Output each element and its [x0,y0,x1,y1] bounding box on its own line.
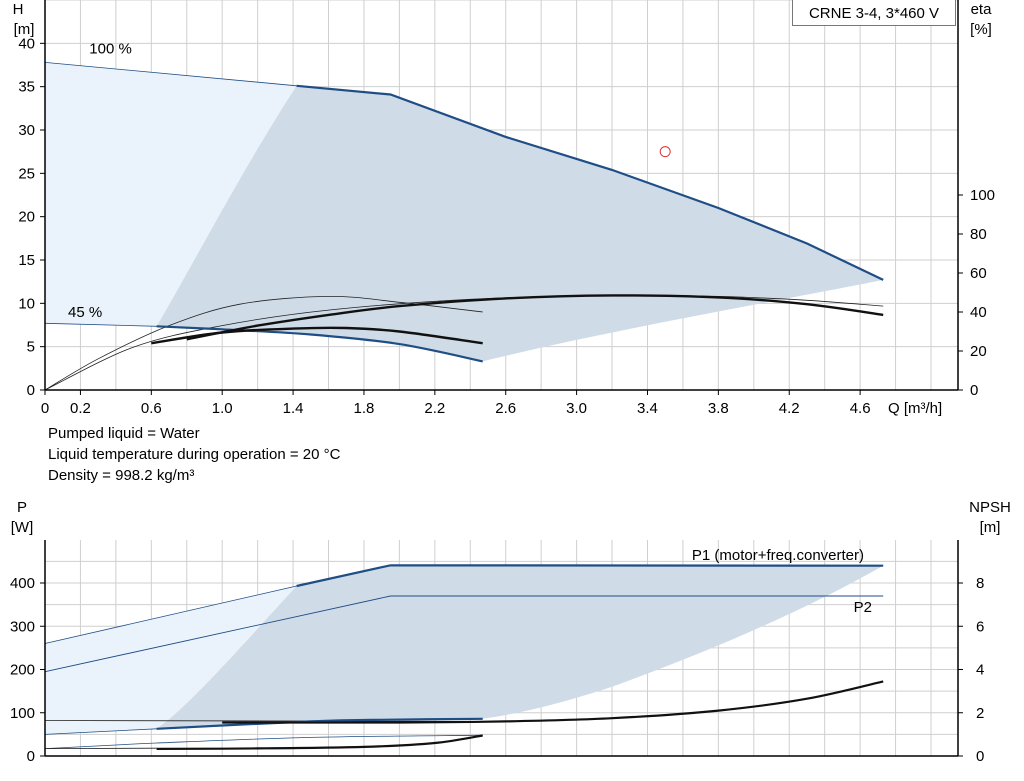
y2-tick-label: 6 [976,618,984,635]
y2-tick-label: 100 [970,187,995,204]
note-density: Density = 998.2 kg/m³ [48,467,195,484]
curve-head-100 [296,84,884,281]
y-axis-label-left-line2: [m] [14,21,35,38]
curve-eta-thin-a [44,295,483,391]
curve-p2-45 [44,734,483,749]
y-tick-label: 300 [10,618,35,635]
y-tick-label: 0 [27,748,35,765]
y-tick-label: 5 [27,339,35,356]
curve-npsh-100 [222,680,884,724]
curve-h45-thin [44,322,157,327]
curve-p1-thin [44,585,297,644]
y-tick-label: 200 [10,662,35,679]
y-axis-label-right-line1: eta [971,1,993,18]
y-axis-label-right-line2: [%] [970,21,992,38]
curve-p1-45-thin [44,728,157,735]
y-axis-label-left-line2: [W] [11,519,34,536]
upper-curves [44,62,884,391]
operating-envelope [156,565,884,729]
chart-title-box: CRNE 3-4, 3*460 V [792,0,956,26]
y2-tick-label: 40 [970,304,987,321]
curve-p1-45 [156,717,483,730]
lower-curves [44,564,884,750]
y-tick-label: 25 [18,165,35,182]
x-tick-label: 4.6 [850,400,871,417]
upper-axes: 0 5 10 15 20 25 30 35 40 0 20 40 60 80 100 0 0.2 0.6 1.0 1.… [13,0,995,417]
curve-eta-100 [186,294,884,341]
x-tick-label: 3.0 [566,400,587,417]
x-tick-label: 1.0 [212,400,233,417]
y2-tick-label: 0 [976,748,984,765]
y2-tick-label: 8 [976,575,984,592]
x-tick-label: 2.2 [424,400,445,417]
curve-p2-100 [44,595,884,673]
y-axis-label-right-line2: [m] [980,519,1001,536]
x-tick-label: 0.6 [141,400,162,417]
x-tick-label: 1.4 [283,400,304,417]
note-liquid: Pumped liquid = Water [48,425,200,442]
y-tick-label: 0 [27,382,35,399]
operating-envelope [156,85,884,362]
operating-point-marker [659,146,671,158]
y-tick-label: 100 [10,705,35,722]
x-tick-label: 3.4 [637,400,658,417]
x-tick-label: 3.8 [708,400,729,417]
y-tick-label: 10 [18,295,35,312]
curve-h-thin [44,62,297,87]
lower-axes: 0 100 200 300 400 0 2 4 6 8 P [W] NPSH [m] P1 (motor+f… [10,499,1011,765]
x-tick-label: 4.2 [779,400,800,417]
light-region [45,586,297,735]
y-tick-label: 40 [18,35,35,52]
y-axis-label-right-line1: NPSH [969,499,1011,516]
x-tick-label: 2.6 [495,400,516,417]
lower-envelope [45,565,884,735]
y-tick-label: 15 [18,252,35,269]
curve-head-45 [156,325,483,363]
series-label-p1: P1 (motor+freq.converter) [692,547,864,564]
light-region [45,62,297,327]
y2-tick-label: 0 [970,382,978,399]
x-tick-label: 1.8 [354,400,375,417]
y-axis-label-left-line1: P [17,499,27,516]
y2-tick-label: 80 [970,226,987,243]
curve-eta-45 [151,326,483,345]
y-tick-label: 35 [18,79,35,96]
y2-tick-label: 20 [970,343,987,360]
y-tick-label: 400 [10,575,35,592]
x-tick-label: 0.2 [70,400,91,417]
curve-npsh-45 [156,734,483,750]
x-axis-label: Q [m³/h] [888,400,942,417]
upper-envelope [45,62,884,362]
x-tick-label: 0 [41,400,49,417]
y2-tick-label: 2 [976,705,984,722]
y-axis-label-left-line1: H [13,1,24,18]
speed-label-45: 45 % [68,304,102,321]
curve-p1-100 [296,564,884,588]
y2-tick-label: 60 [970,265,987,282]
note-temperature: Liquid temperature during operation = 20… [48,446,341,463]
y-tick-label: 20 [18,209,35,226]
speed-label-100: 100 % [89,41,132,58]
y-tick-label: 30 [18,122,35,139]
curve-npsh-thin [44,720,483,722]
y2-tick-label: 4 [976,662,984,679]
series-label-p2: P2 [854,599,872,616]
